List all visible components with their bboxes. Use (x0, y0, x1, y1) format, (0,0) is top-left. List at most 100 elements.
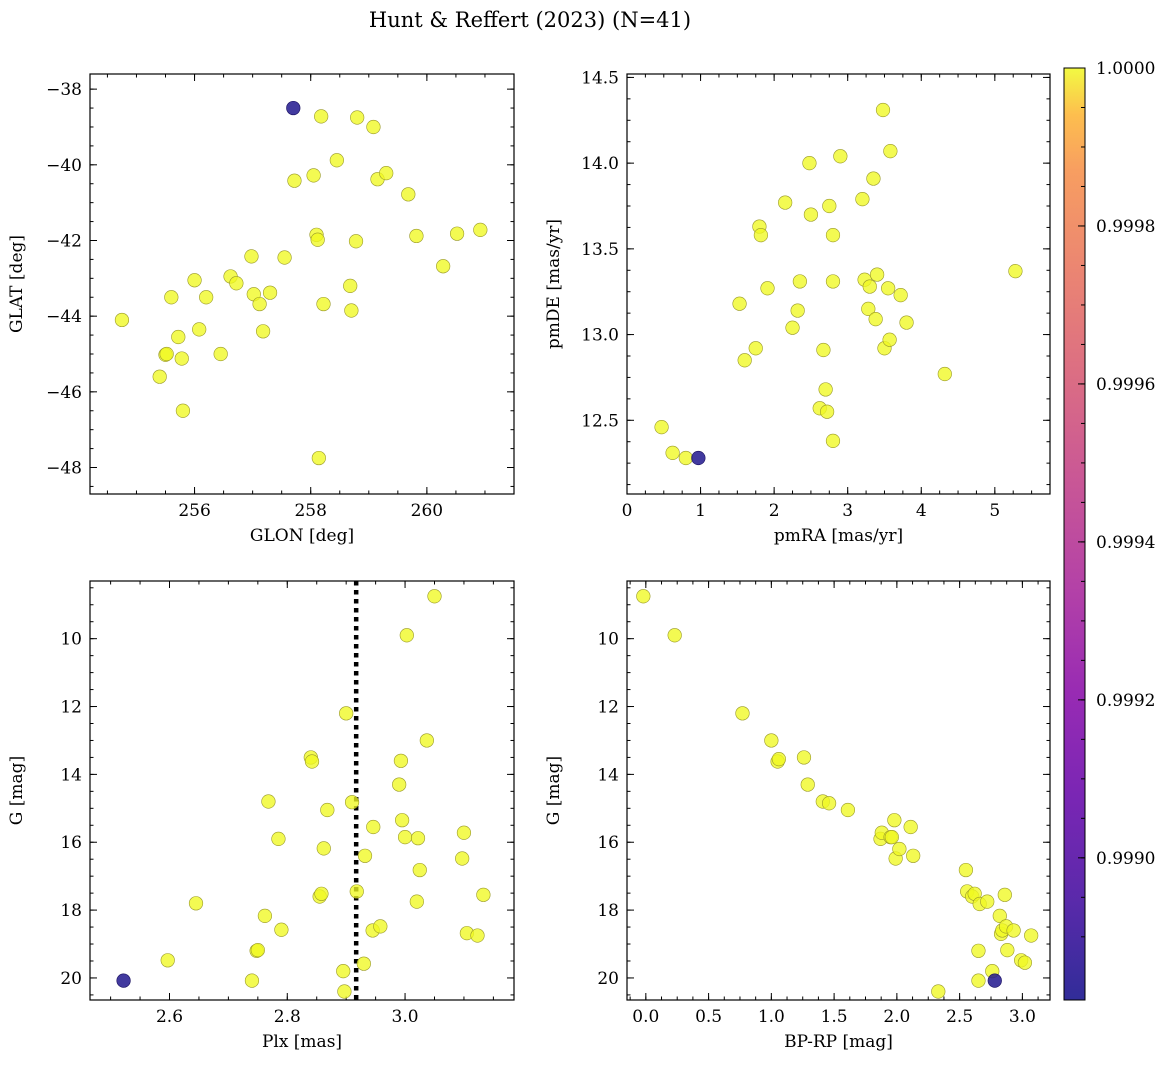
data-point (1000, 943, 1015, 958)
data-point (803, 207, 819, 222)
data-point (349, 884, 364, 899)
data-point (409, 228, 424, 244)
x-tick-label: 5 (989, 501, 1000, 521)
data-point (261, 794, 276, 809)
x-tick-label: 2.8 (274, 1007, 301, 1027)
y-axis-label: GLAT [deg] (7, 235, 27, 333)
data-point (862, 279, 877, 294)
axes-frame (626, 580, 1051, 1001)
x-axis-label: GLON [deg] (250, 526, 354, 546)
x-tick-label: 2.6 (156, 1007, 183, 1027)
data-point (159, 346, 174, 362)
y-tick-label: 14.5 (581, 68, 619, 88)
data-point (816, 342, 831, 358)
data-point (821, 796, 837, 811)
data-point (336, 964, 351, 979)
data-point (887, 813, 902, 828)
data-point (252, 296, 267, 312)
data-point (906, 848, 921, 863)
data-point-low-prob (987, 973, 1002, 988)
y-tick-label: −42 (46, 231, 82, 251)
data-point (937, 366, 952, 382)
x-axis-label: pmRA [mas/yr] (774, 526, 903, 546)
data-point (329, 153, 344, 168)
data-point (760, 281, 775, 296)
data-point (436, 259, 451, 274)
y-tick-label: −46 (46, 383, 82, 403)
data-point (796, 750, 812, 765)
data-point (855, 192, 870, 207)
axes-frame (89, 580, 515, 1001)
data-point (931, 984, 946, 999)
data-point (174, 351, 189, 366)
figure-title: Hunt & Reffert (2023) (N=41) (369, 8, 691, 32)
data-point (277, 250, 292, 265)
data-point (310, 232, 325, 247)
data-point (1008, 264, 1023, 279)
data-point (344, 795, 360, 810)
x-tick-label: 256 (178, 501, 210, 521)
x-tick-label: 1.0 (758, 1007, 785, 1027)
data-point (825, 274, 841, 289)
y-tick-label: 12 (597, 698, 619, 718)
data-point (665, 445, 680, 460)
y-tick-label: −40 (46, 156, 82, 176)
data-point (401, 187, 416, 202)
panel-bprp-g: 0.0 0.5 1.0 1.5 2.0 2.5 3.0 10 12 14 16 18 20 BP-RP [… (544, 580, 1051, 1052)
data-point (1006, 923, 1021, 938)
data-point (778, 195, 793, 210)
data-point (274, 922, 289, 937)
data-point (304, 754, 320, 769)
x-tick-label: 0.5 (695, 1007, 722, 1027)
data-point (636, 589, 651, 604)
data-point (455, 851, 470, 866)
y-tick-label: 13.0 (581, 326, 619, 346)
data-point (819, 404, 835, 419)
y-tick-label: 10 (60, 630, 82, 650)
y-tick-label: −44 (46, 307, 82, 327)
data-point (395, 813, 410, 828)
data-point (366, 819, 381, 835)
data-point (997, 887, 1012, 902)
y-tick-label: 14 (597, 765, 619, 785)
x-tick-label: 1.5 (821, 1007, 848, 1027)
data-point (870, 267, 885, 282)
data-point (892, 841, 907, 857)
data-point (410, 831, 426, 846)
data-point (357, 848, 373, 863)
y-tick-label: 16 (597, 833, 619, 853)
colorbar-tick-label: 0.9994 (1096, 533, 1155, 553)
data-point (764, 733, 779, 748)
data-point (350, 110, 365, 125)
x-tick-label: 4 (916, 501, 927, 521)
data-point (449, 226, 465, 241)
data-point (735, 706, 750, 721)
data-point (825, 228, 841, 243)
data-point (188, 896, 204, 911)
data-point (667, 628, 682, 643)
data-point (473, 222, 488, 237)
data-point (257, 908, 273, 923)
data-point (409, 894, 424, 909)
data-point (244, 973, 260, 988)
data-point (171, 329, 186, 345)
data-point (316, 296, 331, 312)
data-point (314, 109, 329, 124)
data-point (1017, 955, 1032, 970)
data-point (314, 886, 329, 901)
data-point (748, 341, 763, 356)
data-point (356, 956, 371, 971)
colorbar-tick-label: 0.9996 (1096, 375, 1155, 395)
colorbar-tick-label: 0.9998 (1096, 217, 1155, 237)
panel-glon-glat: 256 258 260 −48 −46 −44 −42 −40 −38 GLON [deg] GLA… (7, 73, 515, 546)
x-tick-label: 260 (411, 501, 443, 521)
data-point (840, 802, 856, 818)
y-axis-label: G [mag] (544, 756, 564, 825)
data-point (419, 733, 434, 748)
data-point (175, 403, 191, 418)
x-tick-label: 1 (695, 501, 706, 521)
data-point (753, 228, 768, 243)
y-tick-label: 12.5 (581, 411, 619, 431)
data-point (771, 752, 786, 767)
